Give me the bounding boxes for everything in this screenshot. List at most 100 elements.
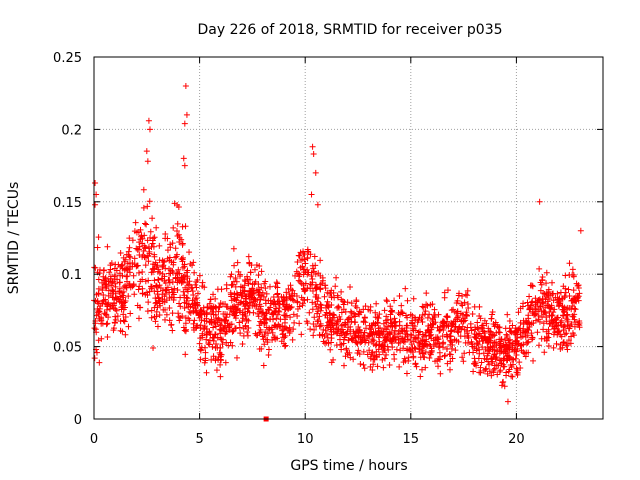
data-point <box>192 281 199 288</box>
data-point <box>227 291 234 298</box>
data-point <box>328 331 335 338</box>
data-point <box>117 293 124 300</box>
data-point <box>232 283 239 290</box>
data-point <box>300 285 307 292</box>
data-point <box>281 319 288 326</box>
x-tick-label: 15 <box>403 432 420 447</box>
data-point <box>540 326 547 333</box>
data-point <box>111 273 118 280</box>
data-point <box>92 179 99 186</box>
data-point <box>249 281 256 288</box>
data-point <box>274 298 281 305</box>
data-point <box>337 316 344 323</box>
data-point <box>95 285 102 292</box>
data-point <box>212 355 219 362</box>
data-point <box>212 323 219 330</box>
data-point <box>209 308 216 315</box>
data-point <box>414 319 421 326</box>
data-point <box>317 322 324 329</box>
data-point <box>326 321 333 328</box>
data-point <box>562 285 569 292</box>
data-point <box>166 254 173 261</box>
data-point <box>296 273 303 280</box>
data-point <box>398 327 405 334</box>
data-point <box>400 359 407 366</box>
data-point <box>314 318 321 325</box>
data-point <box>119 292 126 299</box>
data-point <box>206 300 213 307</box>
data-point <box>186 249 193 256</box>
data-point <box>400 338 407 345</box>
data-point <box>232 274 239 281</box>
data-point <box>138 233 145 240</box>
data-point <box>408 341 415 348</box>
data-point <box>98 335 105 342</box>
data-point <box>175 310 182 317</box>
data-point <box>182 320 189 327</box>
data-point <box>443 345 450 352</box>
data-point <box>423 338 430 345</box>
data-point <box>259 333 266 340</box>
data-point <box>283 312 290 319</box>
data-point <box>333 342 340 349</box>
data-point <box>451 318 458 325</box>
data-point <box>445 323 452 330</box>
data-point <box>397 347 404 354</box>
data-point <box>317 301 324 308</box>
y-tick-label: 0.1 <box>61 268 82 283</box>
data-point <box>365 332 372 339</box>
data-point <box>416 340 423 347</box>
data-point <box>463 312 470 319</box>
data-point <box>308 269 315 276</box>
data-point <box>525 312 532 319</box>
data-point <box>503 369 510 376</box>
data-point <box>176 300 183 307</box>
data-point <box>404 297 411 304</box>
data-point <box>495 324 502 331</box>
data-point <box>215 308 222 315</box>
data-point <box>543 328 550 335</box>
data-point <box>555 303 562 310</box>
data-point <box>260 336 267 343</box>
data-point <box>565 286 572 293</box>
data-point <box>387 311 394 318</box>
x-tick-label: 10 <box>297 432 314 447</box>
data-point <box>150 265 157 272</box>
data-point <box>550 344 557 351</box>
data-point <box>92 201 99 208</box>
data-point <box>257 296 264 303</box>
data-point <box>384 343 391 350</box>
y-tick-label: 0.25 <box>53 51 82 66</box>
data-point <box>344 299 351 306</box>
data-point <box>440 344 447 351</box>
data-point <box>113 296 120 303</box>
data-point <box>287 282 294 289</box>
data-point <box>104 334 111 341</box>
data-point <box>469 310 476 317</box>
data-point <box>564 304 571 311</box>
data-point <box>194 302 201 309</box>
data-point <box>362 319 369 326</box>
data-point <box>571 311 578 318</box>
data-point <box>177 303 184 310</box>
data-point <box>217 335 224 342</box>
data-point <box>322 327 329 334</box>
data-point <box>381 347 388 354</box>
data-point <box>418 347 425 354</box>
data-point <box>349 337 356 344</box>
data-point <box>125 252 132 259</box>
data-point <box>418 315 425 322</box>
data-point <box>481 333 488 340</box>
data-point <box>501 363 508 370</box>
data-point <box>165 277 172 284</box>
data-point <box>570 296 577 303</box>
data-point <box>293 268 300 275</box>
data-point <box>142 244 149 251</box>
data-point <box>411 314 418 321</box>
data-point <box>423 301 430 308</box>
data-point <box>529 334 536 341</box>
data-point <box>357 360 364 367</box>
y-tick-label: 0.2 <box>61 123 82 138</box>
data-point <box>459 293 466 300</box>
